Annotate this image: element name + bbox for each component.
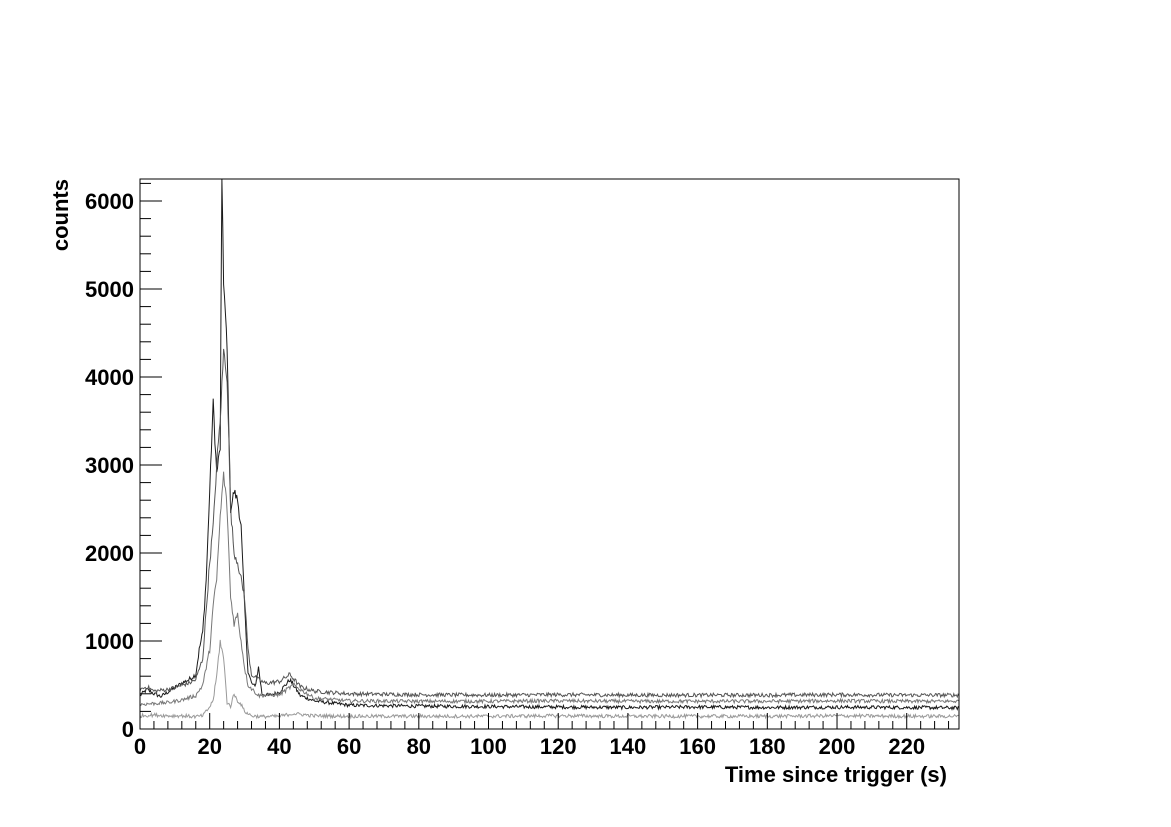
tick-layer [139, 182, 950, 730]
x-tick-label: 120 [540, 734, 577, 759]
x-tick-label: 80 [407, 734, 431, 759]
x-tick-label: 0 [134, 734, 146, 759]
x-tick-label: 20 [197, 734, 221, 759]
x-tick-label: 220 [888, 734, 925, 759]
plot-frame [139, 178, 960, 730]
y-tick-label: 1000 [85, 629, 134, 654]
label-layer: 0 20 40 60 80 100 120 140 160 180 200 220 0 1000 2000 3… [85, 189, 925, 759]
y-axis-title: counts [48, 179, 73, 251]
x-tick-label: 40 [267, 734, 291, 759]
x-tick-label: 180 [749, 734, 786, 759]
x-tick-label: 60 [337, 734, 361, 759]
series-line-4 [139, 639, 960, 720]
x-axis-title: Time since trigger (s) [725, 762, 947, 787]
y-tick-label: 4000 [85, 365, 134, 390]
y-tick-label: 2000 [85, 541, 134, 566]
x-tick-label: 160 [679, 734, 716, 759]
y-tick-label: 0 [122, 717, 134, 742]
y-tick-label: 5000 [85, 277, 134, 302]
series-layer [139, 178, 960, 720]
y-tick-label: 6000 [85, 189, 134, 214]
series-line-3 [139, 471, 960, 707]
x-tick-label: 100 [470, 734, 507, 759]
y-tick-label: 3000 [85, 453, 134, 478]
x-tick-label: 140 [610, 734, 647, 759]
series-line-2 [139, 348, 960, 699]
x-tick-label: 200 [819, 734, 856, 759]
